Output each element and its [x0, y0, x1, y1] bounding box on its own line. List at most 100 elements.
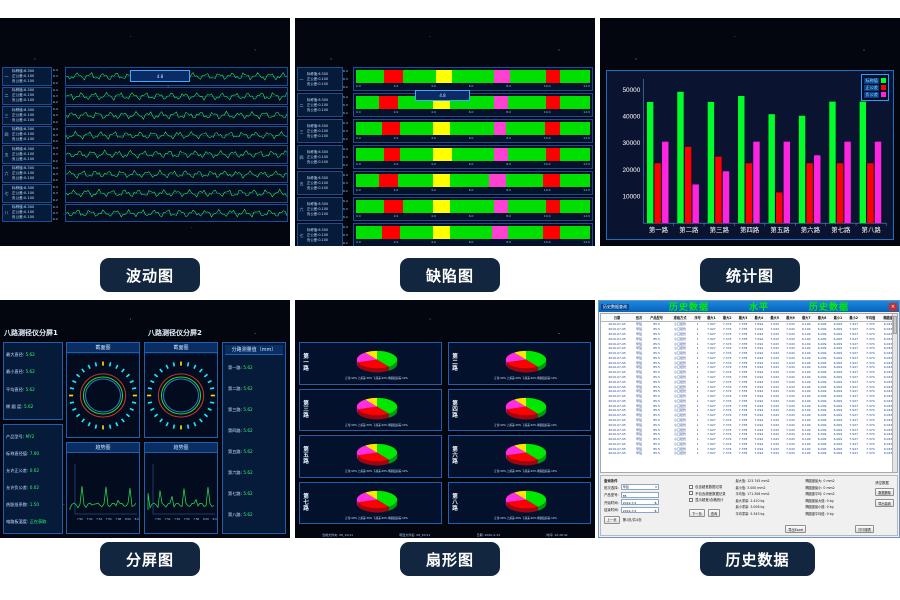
checkbox-icon-2[interactable] [689, 491, 693, 495]
history-column-header[interactable]: 序号 [692, 314, 704, 322]
history-shift-select[interactable]: 早班 ▾ [621, 484, 659, 490]
menu-item-7[interactable]: 设备管理 [150, 314, 174, 325]
menu-item-0[interactable]: 开始测量 [295, 314, 319, 325]
defect-strip-wrap[interactable]: 0.0 2.0 4.0 6.0 8.0 10.0 12.0 [353, 67, 593, 91]
menu-item-0[interactable]: 开始测量 [600, 32, 624, 43]
menu-item-7[interactable]: 设备管理 [750, 32, 774, 43]
device-name-value-pie[interactable]: Llando [330, 326, 355, 336]
defect-strip[interactable] [356, 70, 590, 83]
wave-plot[interactable] [65, 87, 288, 106]
close-icon[interactable]: × [889, 303, 897, 311]
print-report-button[interactable]: 打印报表 [855, 525, 874, 533]
menu-item-11[interactable]: 帮助 [246, 32, 261, 43]
defect-strip-wrap[interactable]: 0.0 2.0 4.0 6.0 8.0 10.0 12.0 [353, 223, 593, 246]
menu-item-2[interactable]: 主界面 [43, 314, 62, 325]
wave-plot[interactable] [65, 126, 288, 145]
menu-item-6[interactable]: 设备参数 [726, 32, 750, 43]
menu-item-9[interactable]: 声音报警 [493, 32, 517, 43]
history-column-header[interactable]: 平均值 [862, 314, 880, 322]
export-excel-button[interactable]: 导出Excel [785, 525, 806, 533]
menu-item-4[interactable]: 统计图 [377, 32, 396, 43]
calendar-stepper-icon[interactable]: ⇅ [654, 500, 657, 504]
menu-item-3[interactable]: 缺陷图 [63, 32, 82, 43]
history-tab-label[interactable]: 历史数据查询 [601, 304, 629, 310]
menu-item-10[interactable]: 用户管理 [517, 314, 541, 325]
menu-item-6[interactable]: 设备参数 [126, 314, 150, 325]
menu-item-5[interactable]: 产品参数 [102, 32, 126, 43]
history-end-input[interactable]: 2019-7-5 ⇅ [621, 507, 659, 513]
menu-item-4[interactable]: 统计图 [82, 314, 101, 325]
table-row[interactable]: 2019-07-05 早班 85.5 小口径管 1 7.927 7.374 7.378 7.09… [601, 451, 897, 456]
menu-item-10[interactable]: 用户管理 [222, 314, 246, 325]
wave-plot[interactable] [65, 165, 288, 184]
menu-item-0[interactable]: 开始测量 [0, 32, 24, 43]
menu-item-8[interactable]: 采集缓存 [174, 314, 198, 325]
menu-item-4[interactable]: 统计图 [682, 32, 701, 43]
history-column-header[interactable]: 最大1 [704, 314, 720, 322]
stepper-arrows-icon-defect[interactable]: ▲ ▼ [586, 46, 588, 52]
menu-item-11[interactable]: 帮助 [541, 314, 556, 325]
pie-card[interactable]: 第六路正常:40% 上超差:30% 下超差:20% 椭圆度超差:10% [448, 435, 591, 478]
prev-page-button[interactable]: 上一页 [604, 516, 620, 524]
next-page-button[interactable]: 下一页 [689, 509, 705, 517]
wave-plot[interactable] [65, 204, 288, 223]
menu-item-1[interactable]: 波动图 [24, 32, 43, 43]
menu-item-1[interactable]: 波动图 [319, 32, 338, 43]
stepper-arrows-icon-wave[interactable]: ▲ ▼ [281, 46, 283, 52]
menu-item-0[interactable]: 开始测量 [0, 314, 24, 325]
history-column-header[interactable]: 最大2 [719, 314, 735, 322]
menu-item-7[interactable]: 设备管理 [150, 32, 174, 43]
history-column-header[interactable]: 最大4 [751, 314, 767, 322]
pie-card[interactable]: 第五路正常:40% 上超差:30% 下超差:20% 椭圆度超差:10% [299, 435, 442, 478]
menu-item-9[interactable]: 声音报警 [798, 32, 822, 43]
defect-strip-wrap[interactable]: 0.0 2.0 4.0 6.0 8.0 10.0 12.0 [353, 93, 593, 117]
pie-card[interactable]: 第二路正常:40% 上超差:30% 下超差:20% 椭圆度超差:10% [448, 342, 591, 385]
history-scroll-thumb[interactable] [893, 316, 897, 334]
pie-card[interactable]: 第一路正常:40% 上超差:30% 下超差:20% 椭圆度超差:10% [299, 342, 442, 385]
menu-item-2[interactable]: 主界面 [643, 32, 662, 43]
menu-item-6[interactable]: 设备参数 [421, 314, 445, 325]
history-column-header[interactable]: 最小1 [830, 314, 846, 322]
menu-item-1[interactable]: 波动图 [624, 32, 643, 43]
history-column-header[interactable]: 最大5 [767, 314, 783, 322]
history-product-input[interactable]: 85 [621, 492, 659, 498]
menu-item-3[interactable]: 缺陷图 [63, 314, 82, 325]
defect-strip-wrap[interactable]: 0.0 2.0 4.0 6.0 8.0 10.0 12.0 [353, 197, 593, 221]
defect-strip[interactable] [356, 96, 590, 109]
history-check1-row[interactable]: 包含超差数据记录 [689, 484, 731, 489]
menu-item-7[interactable]: 设备管理 [445, 32, 469, 43]
history-column-header[interactable]: 最小2 [846, 314, 862, 322]
menu-item-10[interactable]: 用户管理 [517, 32, 541, 43]
history-start-input[interactable]: 2019-7-5 ⇅ [621, 499, 659, 505]
menu-item-7[interactable]: 设备管理 [445, 314, 469, 325]
device-name-value-stats[interactable]: Llando [631, 44, 656, 54]
menu-item-6[interactable]: 设备参数 [126, 32, 150, 43]
calendar-stepper-icon-2[interactable]: ⇅ [654, 508, 657, 512]
wave-plot[interactable] [65, 184, 288, 203]
menu-item-5[interactable]: 产品参数 [397, 32, 421, 43]
defect-strip-wrap[interactable]: 0.0 2.0 4.0 6.0 8.0 10.0 12.0 [353, 119, 593, 143]
menu-item-4[interactable]: 统计图 [82, 32, 101, 43]
defect-strip-wrap[interactable]: 0.0 2.0 4.0 6.0 8.0 10.0 12.0 [353, 171, 593, 195]
menu-item-0[interactable]: 开始测量 [295, 32, 319, 43]
chevron-down-icon[interactable]: ▾ [655, 484, 657, 490]
menu-item-8[interactable]: 采集缓存 [774, 32, 798, 43]
menu-item-11[interactable]: 帮助 [541, 32, 556, 43]
export-curve-button[interactable]: 导出曲线 [875, 499, 894, 507]
menu-item-1[interactable]: 波动图 [24, 314, 43, 325]
history-table-scrollbar[interactable] [892, 314, 897, 472]
history-column-header[interactable]: 最大8 [814, 314, 830, 322]
defect-strip[interactable] [356, 122, 590, 135]
checkbox-icon-1[interactable] [689, 485, 693, 489]
history-check3-row[interactable]: 显示超差/合格统计 [689, 497, 731, 502]
menu-item-8[interactable]: 采集缓存 [469, 314, 493, 325]
menu-item-8[interactable]: 采集缓存 [174, 32, 198, 43]
delete-data-button[interactable]: 数据删除 [875, 488, 894, 496]
wave-plot[interactable] [65, 145, 288, 164]
defect-strip[interactable] [356, 226, 590, 239]
menu-item-2[interactable]: 主界面 [338, 32, 357, 43]
history-column-header[interactable]: 最大7 [798, 314, 814, 322]
history-column-header[interactable]: 日期 [601, 314, 633, 322]
menu-item-5[interactable]: 产品参数 [102, 314, 126, 325]
checkbox-icon-3[interactable] [689, 498, 693, 502]
